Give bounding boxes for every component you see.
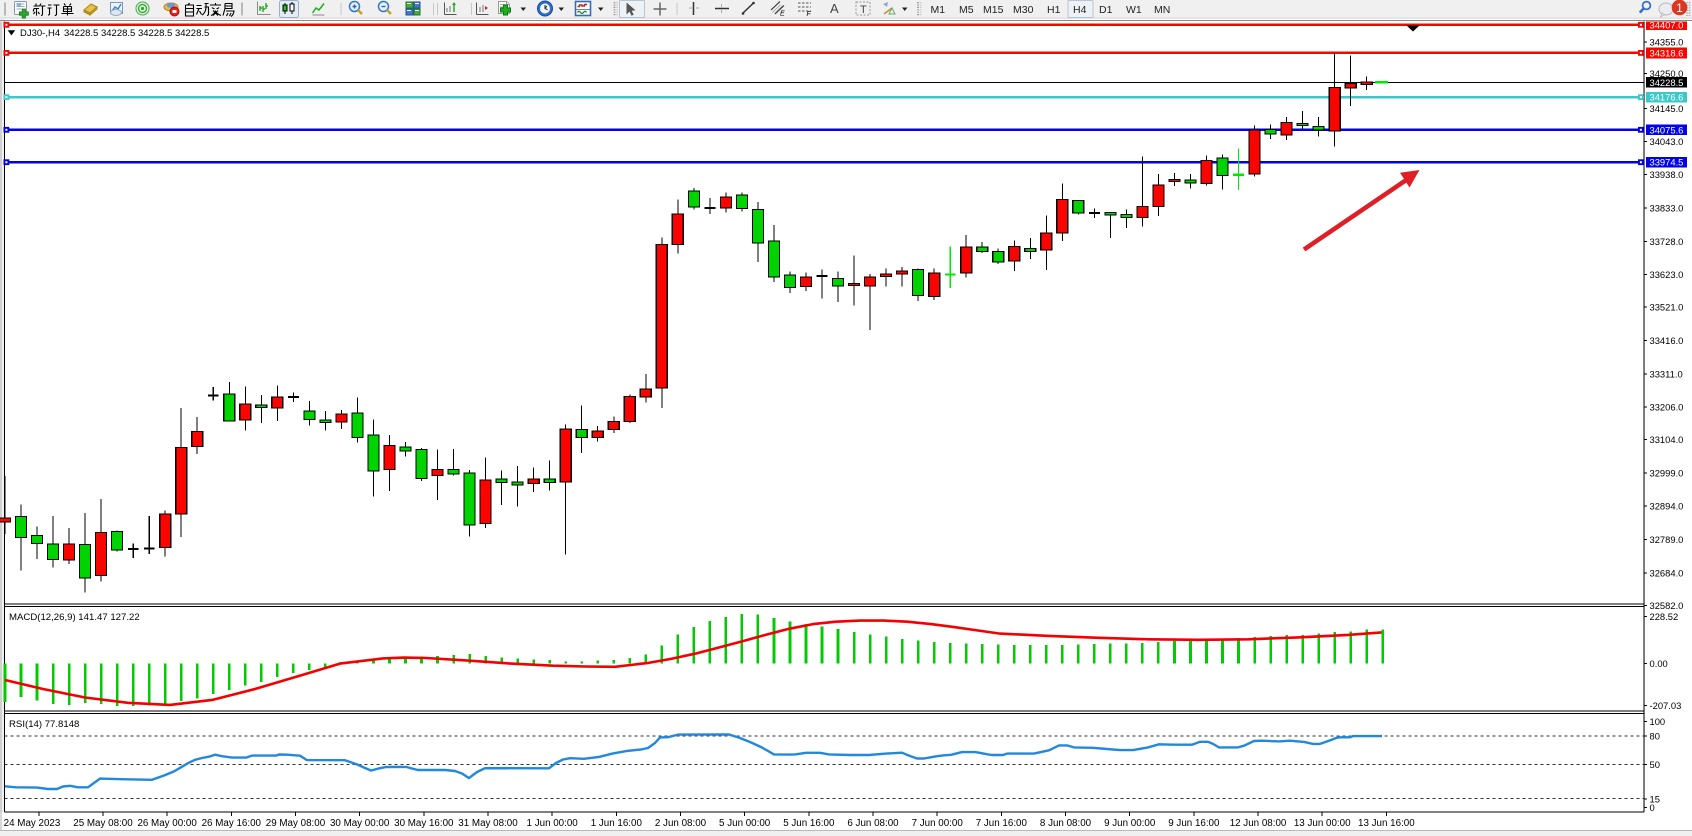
svg-text:34407.0: 34407.0 (1650, 19, 1684, 30)
svg-text:DJ30-,H4: DJ30-,H4 (20, 28, 60, 39)
svg-text:7 Jun 16:00: 7 Jun 16:00 (976, 818, 1028, 829)
svg-text:32684.0: 32684.0 (1650, 567, 1684, 578)
svg-text:33206.0: 33206.0 (1650, 402, 1684, 413)
svg-text:34145.0: 34145.0 (1650, 103, 1684, 114)
svg-text:15: 15 (1650, 794, 1660, 805)
svg-text:33938.0: 33938.0 (1650, 169, 1684, 180)
svg-text:5 Jun 16:00: 5 Jun 16:00 (783, 818, 835, 829)
svg-text:8 Jun 08:00: 8 Jun 08:00 (1040, 818, 1092, 829)
svg-text:A: A (830, 1, 839, 16)
svg-text:32582.0: 32582.0 (1650, 600, 1684, 611)
svg-text:W1: W1 (1126, 4, 1142, 16)
svg-text:228.52: 228.52 (1650, 611, 1679, 622)
svg-text:34228.5: 34228.5 (1650, 77, 1684, 88)
svg-text:34176.6: 34176.6 (1650, 92, 1684, 103)
svg-text:25 May 08:00: 25 May 08:00 (73, 818, 133, 829)
svg-text:E: E (780, 11, 785, 18)
svg-text:34075.6: 34075.6 (1650, 124, 1684, 135)
svg-text:33104.0: 33104.0 (1650, 434, 1684, 445)
svg-text:32894.0: 32894.0 (1650, 501, 1684, 512)
svg-text:34318.6: 34318.6 (1650, 47, 1684, 58)
svg-text:34228.5 34228.5 34228.5 34228.: 34228.5 34228.5 34228.5 34228.5 (64, 28, 209, 39)
svg-text:M15: M15 (983, 4, 1004, 16)
svg-text:34355.0: 34355.0 (1650, 37, 1684, 48)
svg-text:34250.0: 34250.0 (1650, 68, 1684, 79)
svg-text:2 Jun 08:00: 2 Jun 08:00 (655, 818, 707, 829)
svg-text:-207.03: -207.03 (1650, 700, 1682, 711)
svg-text:0.00: 0.00 (1650, 658, 1668, 669)
svg-text:30 May 16:00: 30 May 16:00 (394, 818, 454, 829)
svg-text:5 Jun 00:00: 5 Jun 00:00 (719, 818, 771, 829)
svg-text:50: 50 (1650, 759, 1660, 770)
svg-text:H4: H4 (1073, 4, 1087, 16)
svg-text:M1: M1 (931, 4, 946, 16)
svg-text:D1: D1 (1099, 4, 1113, 16)
svg-text:33833.0: 33833.0 (1650, 203, 1684, 214)
svg-text:33974.5: 33974.5 (1650, 157, 1684, 168)
svg-text:M30: M30 (1013, 4, 1034, 16)
svg-text:9 Jun 00:00: 9 Jun 00:00 (1104, 818, 1156, 829)
svg-text:33728.0: 33728.0 (1650, 236, 1684, 247)
svg-text:33521.0: 33521.0 (1650, 302, 1684, 313)
svg-text:RSI(14) 77.8148: RSI(14) 77.8148 (9, 719, 79, 730)
svg-text:MN: MN (1154, 4, 1170, 16)
svg-text:6 Jun 08:00: 6 Jun 08:00 (847, 818, 899, 829)
svg-text:100: 100 (1650, 716, 1666, 727)
svg-text:34043.0: 34043.0 (1650, 136, 1684, 147)
svg-text:80: 80 (1650, 731, 1660, 742)
svg-text:33416.0: 33416.0 (1650, 335, 1684, 346)
svg-text:33623.0: 33623.0 (1650, 269, 1684, 280)
svg-text:32999.0: 32999.0 (1650, 467, 1684, 478)
svg-text:9 Jun 16:00: 9 Jun 16:00 (1168, 818, 1220, 829)
svg-text:F: F (807, 11, 812, 18)
svg-text:12 Jun 08:00: 12 Jun 08:00 (1230, 818, 1287, 829)
svg-text:32789.0: 32789.0 (1650, 534, 1684, 545)
svg-text:26 May 00:00: 26 May 00:00 (137, 818, 197, 829)
svg-text:13 Jun 16:00: 13 Jun 16:00 (1358, 818, 1415, 829)
svg-text:1: 1 (1676, 1, 1683, 15)
svg-text:31 May 08:00: 31 May 08:00 (458, 818, 518, 829)
svg-text:7 Jun 00:00: 7 Jun 00:00 (912, 818, 964, 829)
svg-text:13 Jun 00:00: 13 Jun 00:00 (1294, 818, 1351, 829)
svg-text:33311.0: 33311.0 (1650, 368, 1683, 379)
svg-text:30 May 00:00: 30 May 00:00 (330, 818, 390, 829)
svg-text:29 May 08:00: 29 May 08:00 (266, 818, 326, 829)
svg-text:MACD(12,26,9) 141.47 127.22: MACD(12,26,9) 141.47 127.22 (9, 612, 140, 623)
svg-text:M5: M5 (959, 4, 974, 16)
svg-text:26 May 16:00: 26 May 16:00 (202, 818, 262, 829)
svg-text:T: T (860, 4, 867, 16)
svg-text:24 May 2023: 24 May 2023 (4, 818, 61, 829)
svg-text:1 Jun 00:00: 1 Jun 00:00 (527, 818, 579, 829)
svg-text:1 Jun 16:00: 1 Jun 16:00 (591, 818, 643, 829)
svg-text:H1: H1 (1047, 4, 1061, 16)
svg-text:0: 0 (1650, 802, 1655, 813)
